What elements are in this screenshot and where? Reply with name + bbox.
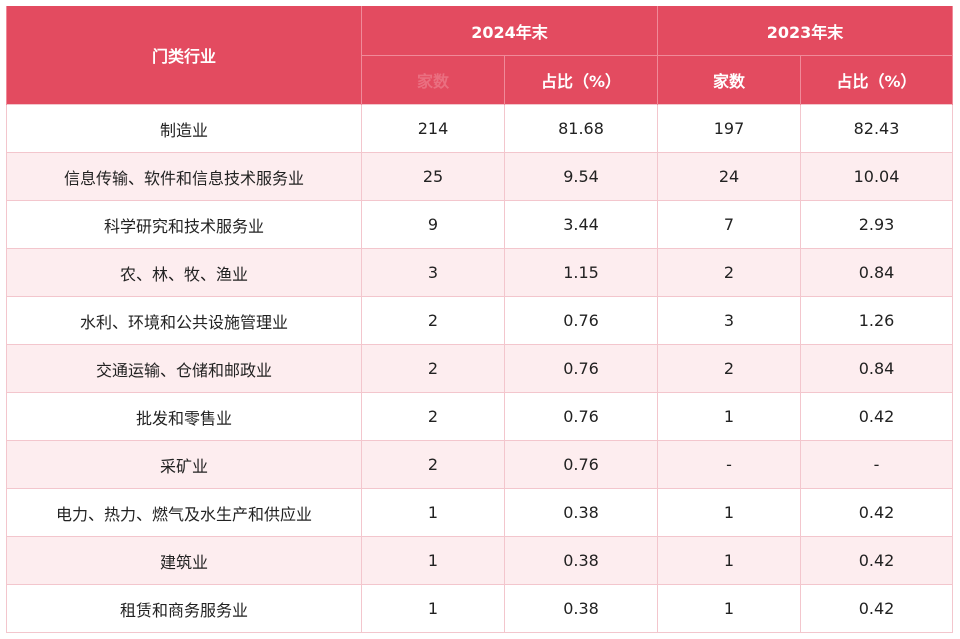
header-count-2023: 家数: [657, 55, 802, 105]
table-row: 建筑业 1 0.38 1 0.42: [6, 536, 954, 585]
cell-count-2023: 197: [657, 104, 802, 153]
cell-count-2023: 2: [657, 248, 802, 297]
cell-count-2023: 1: [657, 392, 802, 441]
header-group-2023: 2023年末: [657, 6, 954, 56]
cell-share-2024: 1.15: [503, 248, 659, 297]
cell-count-2023: 24: [657, 152, 802, 201]
header-count-2024: 家数: [361, 55, 505, 105]
table-row: 电力、热力、燃气及水生产和供应业 1 0.38 1 0.42: [6, 488, 954, 537]
cell-count-2024: 25: [361, 152, 505, 201]
cell-count-2024: 1: [361, 488, 505, 537]
cell-share-2024: 0.76: [503, 392, 659, 441]
cell-count-2024: 9: [361, 200, 505, 249]
cell-count-2024: 1: [361, 584, 505, 633]
table-row: 农、林、牧、渔业 3 1.15 2 0.84: [6, 248, 954, 297]
cell-count-2023: 1: [657, 488, 802, 537]
table-header: 门类行业 2024年末 2023年末 家数 占比（%） 家数 占比（%）: [6, 6, 954, 105]
cell-count-2023: 2: [657, 344, 802, 393]
cell-industry: 批发和零售业: [6, 392, 362, 441]
industry-table-container: 门类行业 2024年末 2023年末 家数 占比（%） 家数 占比（%） 制造业…: [6, 6, 954, 633]
cell-share-2023: 0.42: [800, 536, 954, 585]
cell-share-2023: 2.93: [800, 200, 954, 249]
header-share-2023: 占比（%）: [800, 55, 954, 105]
table-row: 采矿业 2 0.76 - -: [6, 440, 954, 489]
cell-industry: 制造业: [6, 104, 362, 153]
table-row: 制造业 214 81.68 197 82.43: [6, 104, 954, 153]
cell-industry: 建筑业: [6, 536, 362, 585]
cell-share-2023: 0.84: [800, 344, 954, 393]
cell-share-2024: 0.76: [503, 344, 659, 393]
header-group-2024: 2024年末: [360, 6, 659, 56]
cell-count-2024: 2: [361, 344, 505, 393]
cell-share-2023: 0.42: [800, 392, 954, 441]
cell-count-2024: 1: [361, 536, 505, 585]
cell-industry: 科学研究和技术服务业: [6, 200, 362, 249]
cell-share-2023: 0.84: [800, 248, 954, 297]
cell-industry: 采矿业: [6, 440, 362, 489]
cell-count-2023: 1: [657, 584, 802, 633]
cell-share-2024: 0.38: [503, 536, 659, 585]
cell-count-2024: 214: [361, 104, 505, 153]
table-row: 批发和零售业 2 0.76 1 0.42: [6, 392, 954, 441]
cell-count-2023: -: [657, 440, 802, 489]
cell-count-2024: 2: [361, 440, 505, 489]
cell-count-2023: 1: [657, 536, 802, 585]
table-row: 交通运输、仓储和邮政业 2 0.76 2 0.84: [6, 344, 954, 393]
cell-share-2024: 0.38: [503, 584, 659, 633]
table-body: 制造业 214 81.68 197 82.43 信息传输、软件和信息技术服务业 …: [6, 104, 954, 633]
cell-share-2023: 1.26: [800, 296, 954, 345]
table-row: 水利、环境和公共设施管理业 2 0.76 3 1.26: [6, 296, 954, 345]
cell-share-2023: 82.43: [800, 104, 954, 153]
cell-count-2024: 2: [361, 392, 505, 441]
industry-distribution-table: 门类行业 2024年末 2023年末 家数 占比（%） 家数 占比（%） 制造业…: [6, 6, 954, 633]
cell-count-2024: 2: [361, 296, 505, 345]
table-row: 科学研究和技术服务业 9 3.44 7 2.93: [6, 200, 954, 249]
cell-share-2023: -: [800, 440, 954, 489]
cell-share-2023: 0.42: [800, 488, 954, 537]
cell-industry: 信息传输、软件和信息技术服务业: [6, 152, 362, 201]
cell-share-2023: 0.42: [800, 584, 954, 633]
header-share-2024: 占比（%）: [503, 55, 659, 105]
cell-count-2023: 7: [657, 200, 802, 249]
header-industry: 门类行业: [6, 6, 362, 105]
cell-industry: 电力、热力、燃气及水生产和供应业: [6, 488, 362, 537]
cell-share-2023: 10.04: [800, 152, 954, 201]
table-row: 租赁和商务服务业 1 0.38 1 0.42: [6, 584, 954, 633]
cell-industry: 交通运输、仓储和邮政业: [6, 344, 362, 393]
cell-count-2024: 3: [361, 248, 505, 297]
cell-share-2024: 3.44: [503, 200, 659, 249]
cell-industry: 租赁和商务服务业: [6, 584, 362, 633]
cell-share-2024: 0.38: [503, 488, 659, 537]
cell-count-2023: 3: [657, 296, 802, 345]
cell-industry: 农、林、牧、渔业: [6, 248, 362, 297]
cell-share-2024: 9.54: [503, 152, 659, 201]
table-row: 信息传输、软件和信息技术服务业 25 9.54 24 10.04: [6, 152, 954, 201]
cell-share-2024: 81.68: [503, 104, 659, 153]
cell-industry: 水利、环境和公共设施管理业: [6, 296, 362, 345]
cell-share-2024: 0.76: [503, 296, 659, 345]
cell-share-2024: 0.76: [503, 440, 659, 489]
